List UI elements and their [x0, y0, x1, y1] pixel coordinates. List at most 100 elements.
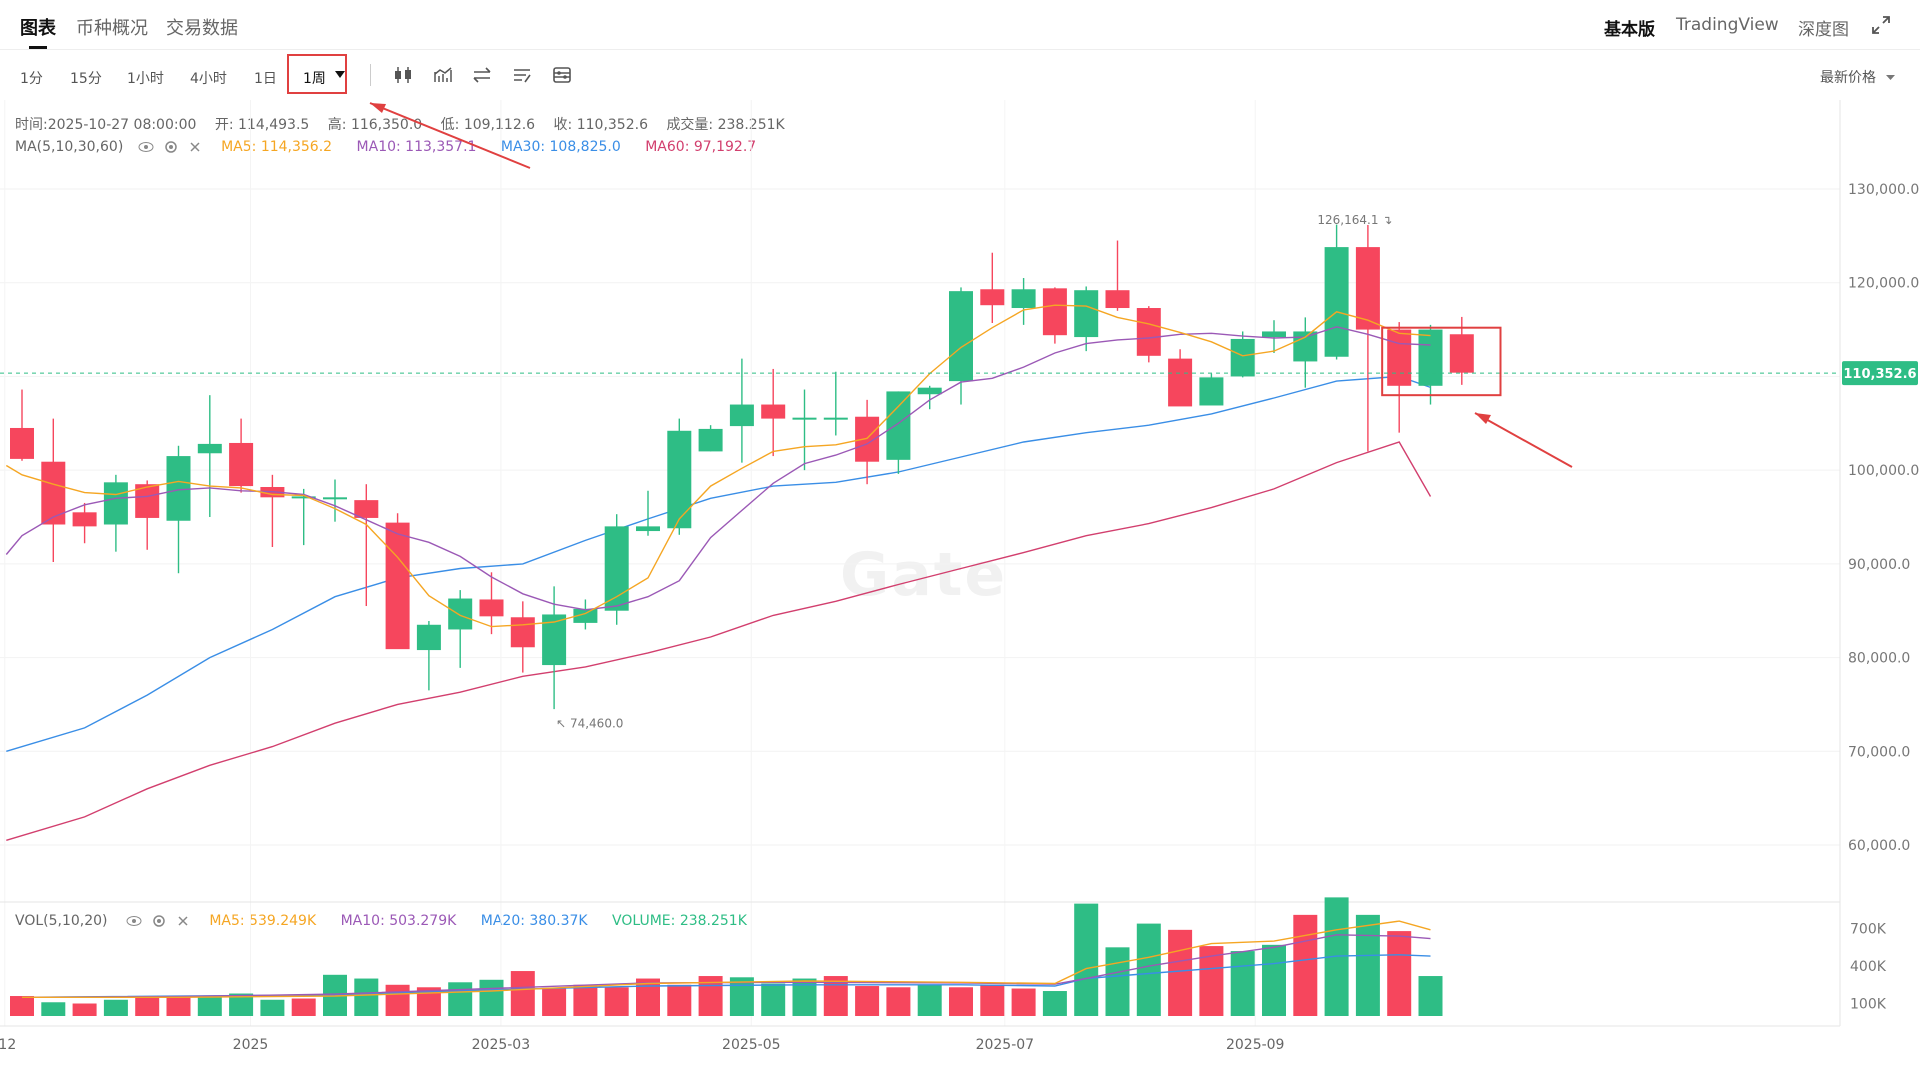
interval-dropdown-caret-icon[interactable]: [335, 71, 345, 79]
volume-bar[interactable]: [1387, 931, 1412, 1016]
candle-body[interactable]: [135, 484, 160, 518]
volume-bar[interactable]: [604, 987, 629, 1016]
candle-body[interactable]: [855, 416, 880, 462]
close-icon[interactable]: [177, 915, 189, 927]
candle-body[interactable]: [573, 608, 598, 623]
candle-body[interactable]: [1074, 290, 1099, 338]
candle-type-icon[interactable]: [392, 64, 414, 86]
candle-body[interactable]: [385, 522, 410, 650]
volume-bar[interactable]: [917, 984, 942, 1016]
volume-bar[interactable]: [1262, 944, 1286, 1016]
price-type-select[interactable]: 最新价格: [1820, 67, 1896, 87]
candle-body[interactable]: [698, 428, 723, 452]
interval-15m[interactable]: 15分: [70, 71, 102, 87]
volume-bar[interactable]: [1011, 988, 1036, 1016]
candle-body[interactable]: [1042, 288, 1067, 336]
volume-bar[interactable]: [1355, 914, 1380, 1016]
volume-bar[interactable]: [1074, 903, 1099, 1016]
volume-bar[interactable]: [1105, 947, 1130, 1016]
candlestick-chart[interactable]: 130,000.0 120,000.0 100,000.0 90,000.0 80,00…: [0, 100, 1920, 1080]
candle-body[interactable]: [10, 427, 34, 459]
candle-body[interactable]: [448, 598, 473, 630]
candle-body[interactable]: [1387, 329, 1412, 386]
candle-body[interactable]: [197, 443, 222, 454]
volume-bar[interactable]: [667, 984, 692, 1016]
volume-bar[interactable]: [135, 996, 160, 1016]
volume-bar[interactable]: [855, 986, 880, 1016]
candle-body[interactable]: [229, 442, 254, 487]
volume-bar[interactable]: [1168, 929, 1193, 1016]
view-depth-chart[interactable]: 深度图: [1798, 20, 1849, 40]
candle-body[interactable]: [1168, 358, 1193, 407]
volume-bar[interactable]: [1293, 914, 1318, 1016]
volume-bar[interactable]: [542, 988, 567, 1016]
indicator-icon[interactable]: [432, 64, 454, 86]
candle-body[interactable]: [1293, 331, 1318, 362]
candle-body[interactable]: [792, 417, 817, 420]
candle-body[interactable]: [1136, 308, 1161, 356]
gear-icon[interactable]: [164, 140, 178, 154]
volume-bar[interactable]: [573, 984, 598, 1016]
candle-body[interactable]: [1355, 247, 1380, 330]
volume-bar[interactable]: [448, 982, 473, 1016]
volume-bar[interactable]: [10, 996, 34, 1016]
candle-body[interactable]: [667, 430, 692, 529]
candle-body[interactable]: [980, 289, 1005, 306]
compare-icon[interactable]: [471, 64, 493, 86]
interval-1h[interactable]: 1小时: [127, 71, 164, 87]
volume-bar[interactable]: [41, 1002, 66, 1016]
volume-bar[interactable]: [1230, 951, 1255, 1016]
close-icon[interactable]: [189, 141, 201, 153]
tab-coin-overview[interactable]: 币种概况: [76, 18, 148, 39]
candle-body[interactable]: [479, 599, 504, 617]
interval-1m[interactable]: 1分: [20, 71, 43, 87]
candle-body[interactable]: [510, 617, 535, 648]
volume-bar[interactable]: [479, 979, 504, 1016]
view-basic[interactable]: 基本版: [1604, 20, 1655, 40]
candle-body[interactable]: [1105, 290, 1130, 309]
candle-body[interactable]: [41, 461, 66, 525]
volume-bar[interactable]: [260, 999, 285, 1016]
volume-bar[interactable]: [229, 993, 254, 1016]
fullscreen-icon[interactable]: [1870, 14, 1892, 36]
tab-chart[interactable]: 图表: [20, 18, 56, 39]
volume-bar[interactable]: [980, 984, 1005, 1016]
candle-body[interactable]: [636, 526, 660, 532]
view-tradingview[interactable]: TradingView: [1676, 15, 1779, 35]
volume-bar[interactable]: [103, 999, 128, 1016]
volume-bar[interactable]: [636, 978, 660, 1016]
interval-1w[interactable]: 1周: [303, 71, 326, 87]
candle-body[interactable]: [1418, 329, 1443, 386]
volume-bar[interactable]: [761, 983, 786, 1016]
candle-body[interactable]: [823, 417, 848, 420]
candle-body[interactable]: [604, 526, 629, 611]
candle-body[interactable]: [729, 404, 754, 427]
volume-bar[interactable]: [72, 1003, 97, 1016]
candle-body[interactable]: [886, 391, 911, 460]
volume-bar[interactable]: [385, 984, 410, 1016]
volume-bar[interactable]: [729, 977, 754, 1016]
candle-body[interactable]: [1449, 334, 1474, 373]
candle-body[interactable]: [917, 387, 942, 395]
candle-body[interactable]: [416, 624, 441, 651]
candle-body[interactable]: [291, 496, 316, 499]
interval-1d[interactable]: 1日: [254, 71, 277, 87]
candle-body[interactable]: [103, 482, 128, 525]
volume-bar[interactable]: [1136, 923, 1161, 1016]
volume-bar[interactable]: [949, 987, 973, 1016]
candle-body[interactable]: [761, 404, 786, 419]
interval-4h[interactable]: 4小时: [190, 71, 227, 87]
candle-body[interactable]: [323, 497, 347, 500]
volume-bar[interactable]: [1418, 976, 1443, 1016]
volume-bar[interactable]: [354, 978, 379, 1016]
candle-body[interactable]: [354, 500, 379, 518]
eye-icon[interactable]: [138, 141, 154, 153]
volume-bar[interactable]: [166, 996, 191, 1016]
candle-body[interactable]: [72, 512, 97, 527]
tab-trading-data[interactable]: 交易数据: [166, 18, 238, 39]
volume-bar[interactable]: [1042, 991, 1067, 1016]
eye-icon[interactable]: [126, 915, 142, 927]
candle-body[interactable]: [166, 456, 191, 521]
volume-bar[interactable]: [197, 996, 222, 1016]
candle-body[interactable]: [1324, 247, 1349, 357]
